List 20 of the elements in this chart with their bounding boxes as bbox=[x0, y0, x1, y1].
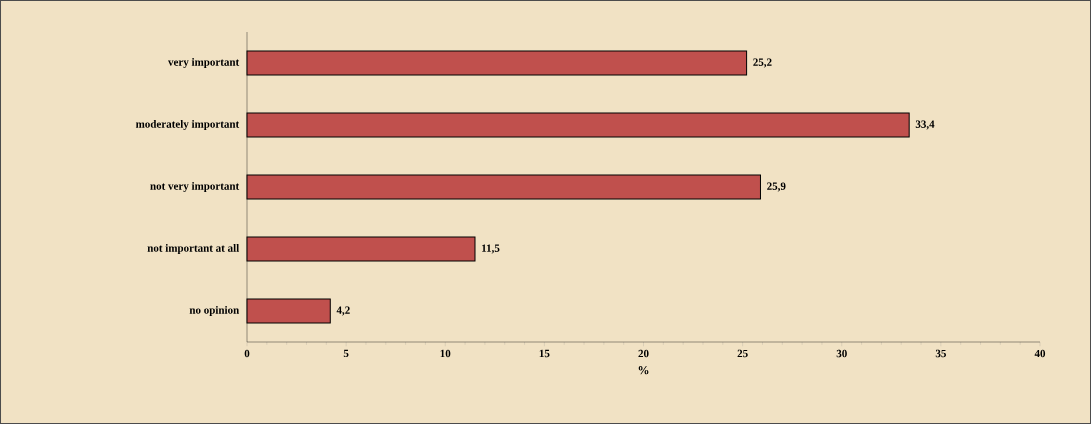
x-tick-label: 5 bbox=[343, 349, 349, 358]
y-tick-label: not important at all bbox=[147, 244, 240, 254]
x-tick-label: 35 bbox=[935, 349, 946, 358]
x-tick-label: 25 bbox=[737, 349, 748, 358]
y-tick-label: not very important bbox=[150, 182, 240, 192]
x-axis-title: % bbox=[638, 366, 649, 375]
data-label: 4,2 bbox=[336, 306, 350, 316]
x-tick-label: 20 bbox=[638, 349, 649, 358]
data-label: 25,2 bbox=[753, 58, 772, 68]
x-tick-label: 30 bbox=[836, 349, 847, 358]
x-tick-label: 10 bbox=[440, 349, 451, 358]
y-tick-label: very important bbox=[168, 58, 240, 68]
data-label: 33,4 bbox=[915, 120, 935, 130]
y-tick-label: no opinion bbox=[189, 306, 240, 316]
x-tick-label: 40 bbox=[1034, 349, 1046, 358]
data-label: 11,5 bbox=[482, 244, 500, 254]
data-label: 25,9 bbox=[767, 182, 786, 192]
x-tick-label: 0 bbox=[244, 349, 250, 358]
y-tick-label: moderately important bbox=[135, 120, 240, 130]
x-tick-label: 15 bbox=[539, 349, 550, 358]
